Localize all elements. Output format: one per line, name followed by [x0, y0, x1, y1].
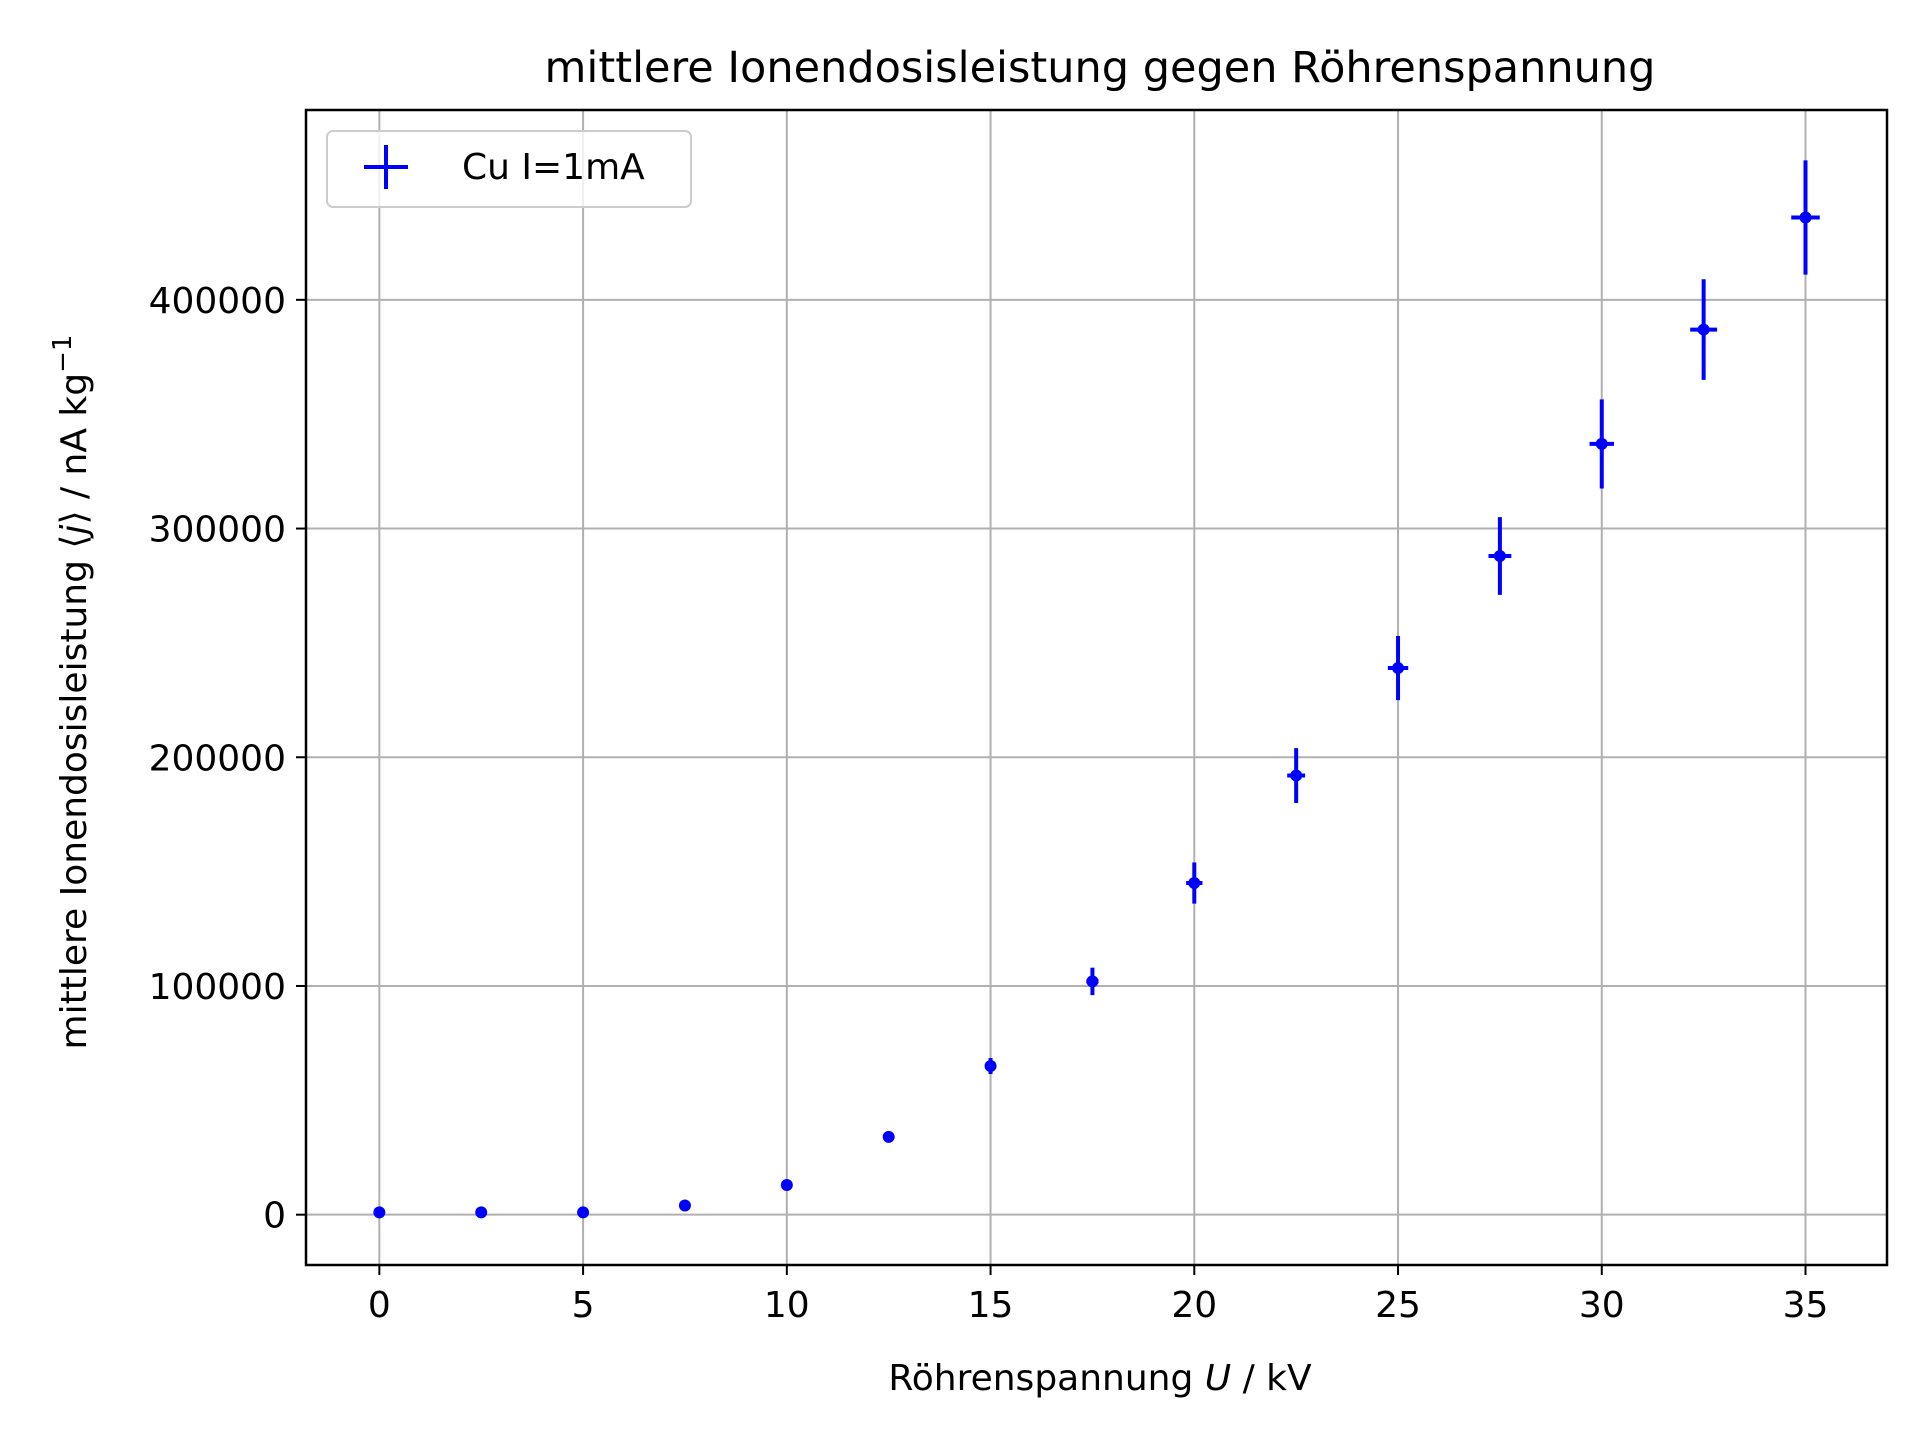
data-point — [1791, 160, 1820, 275]
legend-box — [326, 130, 692, 208]
y-tick-label: 0 — [263, 1196, 286, 1237]
x-tick-label: 15 — [968, 1285, 1014, 1326]
data-point — [373, 1206, 386, 1219]
data-point — [882, 1130, 895, 1143]
data-point — [1488, 517, 1512, 595]
data-point — [1086, 967, 1099, 996]
data-marker — [678, 1199, 691, 1212]
legend: Cu I=1mA — [326, 130, 692, 208]
y-axis-label-exponent: −1 — [48, 335, 78, 373]
data-marker — [1086, 975, 1099, 988]
data-point — [678, 1199, 691, 1212]
y-tick-label: 200000 — [149, 738, 286, 779]
legend-label: Cu I=1mA — [462, 147, 645, 188]
data-point — [577, 1206, 590, 1219]
y-tick-label: 100000 — [149, 967, 286, 1008]
y-tick-label: 300000 — [149, 510, 286, 551]
y-axis-label: mittlere Ionendosisleistung ⟨j⟩ / nA kg−… — [48, 335, 95, 1050]
data-point — [1387, 636, 1409, 701]
x-tick-label: 35 — [1783, 1285, 1829, 1326]
y-axis-label-text: mittlere Ionendosisleistung ⟨ — [54, 535, 95, 1050]
data-marker — [1188, 877, 1201, 890]
data-marker — [577, 1206, 590, 1219]
x-tick-label: 20 — [1171, 1285, 1217, 1326]
data-marker — [1392, 662, 1405, 675]
data-point — [780, 1178, 793, 1191]
data-point — [984, 1058, 997, 1075]
tick-layer: 0 5 10 15 20 25 30 35 0 100000 200000 300000 400000 — [149, 281, 1829, 1326]
data-marker — [984, 1060, 997, 1073]
data-point — [1589, 399, 1614, 489]
data-layer — [373, 160, 1820, 1219]
data-point — [1287, 748, 1306, 803]
y-axis-label-unit: ⟩ / nA kg — [54, 373, 95, 525]
x-tick-label: 5 — [572, 1285, 595, 1326]
data-marker — [882, 1130, 895, 1143]
x-tick-label: 0 — [368, 1285, 391, 1326]
data-marker — [1595, 437, 1608, 450]
data-marker — [1799, 211, 1812, 224]
x-axis-label-variable: U — [1205, 1358, 1231, 1399]
data-point — [1690, 279, 1718, 380]
plot-frame — [304, 108, 1889, 1267]
data-marker — [1290, 769, 1303, 782]
data-point — [475, 1206, 488, 1219]
x-tick-label: 10 — [764, 1285, 810, 1326]
y-tick-label: 400000 — [149, 281, 286, 322]
data-marker — [1493, 549, 1506, 562]
data-marker — [475, 1206, 488, 1219]
data-marker — [373, 1206, 386, 1219]
x-tick-label: 30 — [1579, 1285, 1625, 1326]
chart-title: mittlere Ionendosisleistung gegen Röhren… — [545, 43, 1656, 93]
data-marker — [780, 1178, 793, 1191]
x-axis-label-unit: / kV — [1231, 1358, 1312, 1399]
x-axis-label-text: Röhrenspannung — [888, 1358, 1204, 1399]
data-point — [1186, 862, 1203, 904]
x-tick-label: 25 — [1375, 1285, 1421, 1326]
x-axis-label: Röhrenspannung U / kV — [888, 1358, 1312, 1399]
data-marker — [1697, 323, 1710, 336]
